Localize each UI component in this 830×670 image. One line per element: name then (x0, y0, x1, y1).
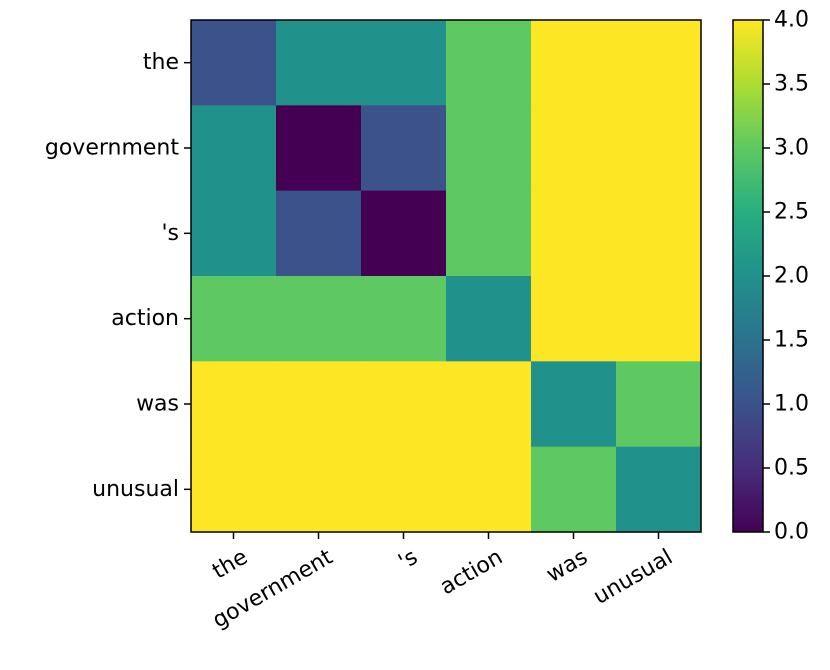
heatmap-cell-r0-c5 (616, 20, 702, 106)
heatmap-cell-r5-c3 (446, 446, 532, 533)
heatmap-cell-r3-c2 (361, 276, 447, 362)
y-tick-label: the (143, 50, 179, 75)
heatmap-cell-r4-c5 (616, 361, 702, 448)
heatmap-cell-r3-c5 (616, 276, 702, 362)
y-tick-label: unusual (92, 477, 179, 502)
colorbar-tick-label: 0.5 (774, 456, 809, 481)
colorbar-tick-label: 1.0 (774, 392, 809, 417)
heatmap-cell-r2-c0 (191, 190, 277, 277)
colorbar (732, 19, 764, 533)
colorbar-tick-label: 1.5 (774, 328, 809, 353)
y-tick-label: 's (161, 221, 179, 246)
heatmap-cell-r4-c0 (191, 361, 277, 448)
plot-frame (190, 19, 702, 533)
heatmap-cell-r2-c3 (446, 190, 532, 277)
heatmap-cell-r0-c3 (446, 20, 532, 106)
y-tick-label: action (111, 306, 179, 331)
colorbar-tick-label: 0.0 (774, 520, 809, 545)
heatmap-cell-r5-c5 (616, 446, 702, 533)
heatmap-cell-r1-c1 (276, 105, 362, 192)
heatmap-cells (191, 20, 702, 533)
heatmap-cell-r1-c5 (616, 105, 702, 192)
heatmap-cell-r4-c4 (531, 361, 617, 448)
heatmap-cell-r2-c2 (361, 190, 447, 277)
heatmap-cell-r1-c3 (446, 105, 532, 192)
heatmap-cell-r2-c1 (276, 190, 362, 277)
colorbar-axis: 0.0 0.5 1.0 1.5 2.0 2.5 3.0 3.5 4.0 (763, 8, 809, 545)
heatmap-cell-r5-c0 (191, 446, 277, 533)
y-tick-label: was (136, 392, 179, 417)
heatmap-cell-r0-c0 (191, 20, 277, 106)
x-tick-label: unusual (589, 545, 677, 610)
heatmap-cell-r3-c4 (531, 276, 617, 362)
heatmap-cell-r3-c3 (446, 276, 532, 362)
colorbar-tick-label: 2.0 (774, 264, 809, 289)
colorbar-tick-label: 3.0 (774, 136, 809, 161)
x-tick-label: the (208, 545, 252, 585)
x-tick-label: action (436, 545, 507, 601)
heatmap-cell-r2-c4 (531, 190, 617, 277)
heatmap-cell-r5-c1 (276, 446, 362, 533)
x-tick-label: 's (394, 545, 422, 575)
heatmap-cell-r4-c1 (276, 361, 362, 448)
x-tick-label: was (542, 545, 592, 588)
heatmap-cell-r4-c3 (446, 361, 532, 448)
colorbar-tick-label: 3.5 (774, 72, 809, 97)
heatmap-cell-r1-c0 (191, 105, 277, 192)
heatmap-cell-r1-c4 (531, 105, 617, 192)
heatmap-cell-r0-c2 (361, 20, 447, 106)
heatmap-cell-r4-c2 (361, 361, 447, 448)
colorbar-tick-label: 2.5 (774, 200, 809, 225)
heatmap-cell-r2-c5 (616, 190, 702, 277)
heatmap-cell-r5-c4 (531, 446, 617, 533)
heatmap-cell-r3-c1 (276, 276, 362, 362)
y-tick-label: government (45, 136, 179, 161)
heatmap-cell-r5-c2 (361, 446, 447, 533)
heatmap-cell-r0-c1 (276, 20, 362, 106)
y-axis: the government 's action was unusual (45, 50, 191, 502)
heatmap-cell-r1-c2 (361, 105, 447, 192)
heatmap-cell-r0-c4 (531, 20, 617, 106)
heatmap-cell-r3-c0 (191, 276, 277, 362)
colorbar-tick-label: 4.0 (774, 8, 809, 33)
